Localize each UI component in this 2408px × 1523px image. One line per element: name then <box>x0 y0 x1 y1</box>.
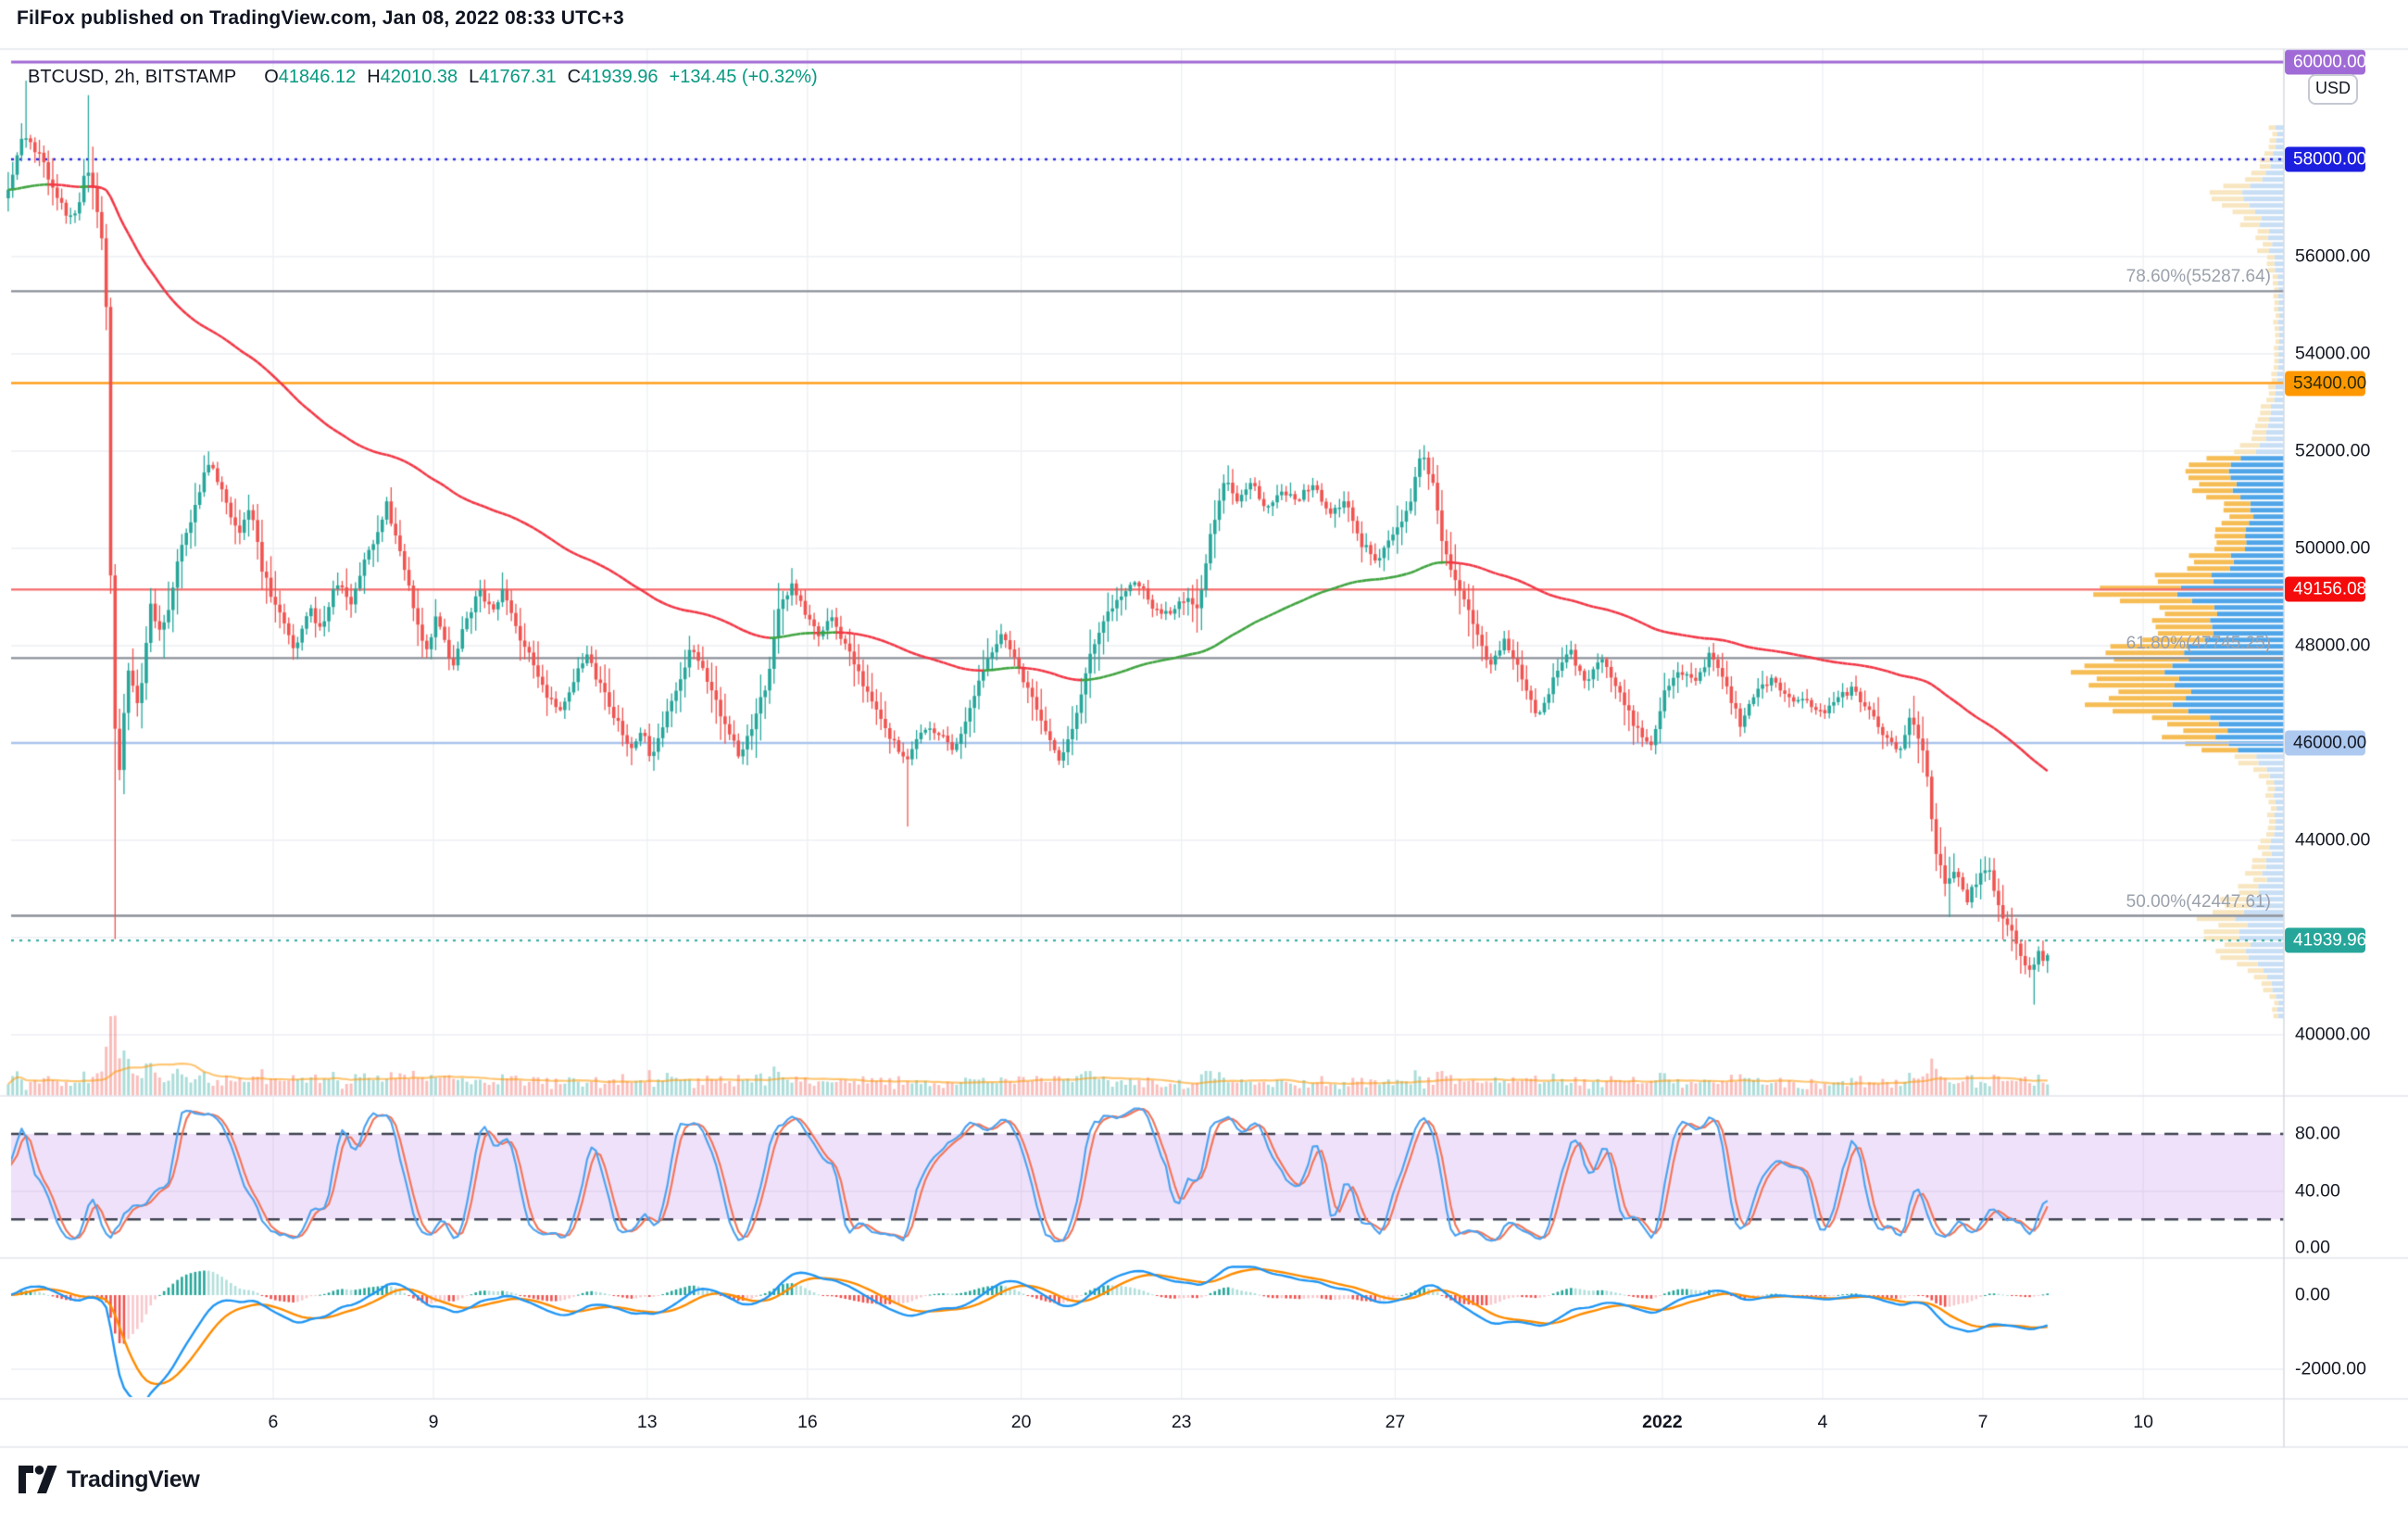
tradingview-wordmark: TradingView <box>67 1466 200 1492</box>
legend-open-label: O <box>264 67 279 87</box>
fib-label-50.00: 50.00%(42447.61) <box>2126 891 2271 912</box>
legend-high-value: 42010.38 <box>380 67 458 87</box>
legend-close-value: 41939.96 <box>581 67 658 87</box>
legend-open-value: 41846.12 <box>278 67 357 87</box>
symbol-legend: BTCUSD, 2h, BITSTAMP O41846.12 H42010.38 L4… <box>28 67 818 88</box>
legend-low-label: L <box>469 67 480 87</box>
legend-close-label: C <box>567 67 582 87</box>
legend-symbol: BTCUSD, 2h, BITSTAMP <box>28 67 237 87</box>
legend-change: +134.45 (+0.32%) <box>669 67 818 87</box>
fib-label-61.80: 61.80%(47745.25) <box>2126 634 2271 654</box>
fib-label-78.60: 78.60%(55287.64) <box>2126 267 2271 287</box>
currency-toggle-button[interactable]: USD <box>2308 74 2358 105</box>
tradingview-logo[interactable]: TradingView <box>19 1466 200 1493</box>
published-line: FilFox published on TradingView.com, Jan… <box>17 7 624 29</box>
tradingview-icon <box>19 1466 57 1493</box>
legend-low-value: 41767.31 <box>479 67 557 87</box>
legend-high-label: H <box>367 67 381 87</box>
